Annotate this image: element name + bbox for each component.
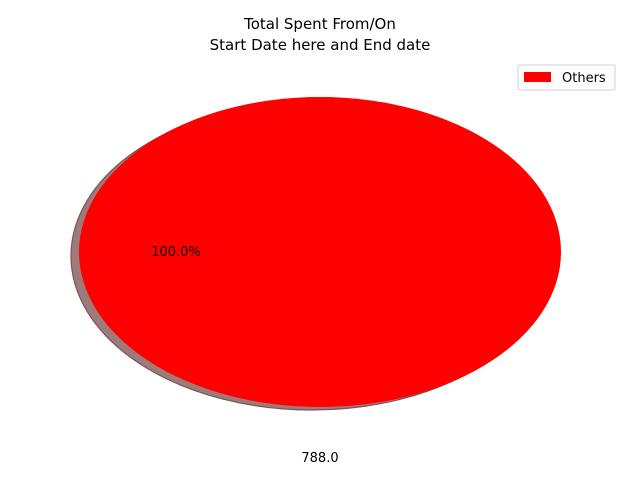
slice-percent-label: 100.0% — [151, 245, 201, 260]
slice-value-label: 788.0 — [301, 451, 338, 466]
chart-title-line-2: Start Date here and End date — [210, 36, 431, 54]
pie-slice-others — [79, 97, 561, 407]
legend-frame — [517, 64, 616, 91]
legend-label-others: Others — [562, 71, 606, 86]
chart-title-line-1: Total Spent From/On — [243, 15, 396, 33]
legend: Others — [517, 64, 616, 91]
legend-swatch-others — [524, 72, 551, 82]
